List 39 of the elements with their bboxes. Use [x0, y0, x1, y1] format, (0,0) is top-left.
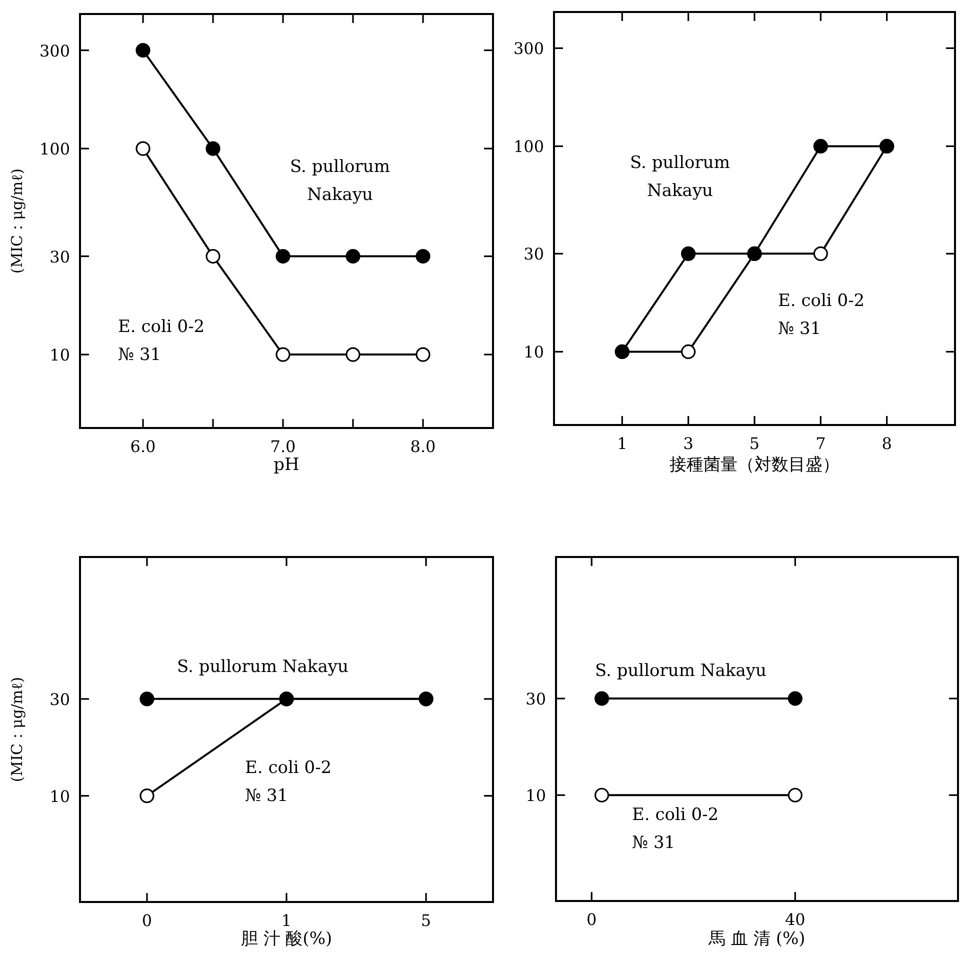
y-tick-label: 10 — [50, 786, 70, 806]
y-tick-label: 10 — [524, 342, 544, 362]
y-tick-label: 100 — [39, 140, 70, 159]
x-tick-label: 0 — [586, 910, 597, 929]
series-label: S. pullorum Nakayu — [595, 661, 766, 681]
y-tick-label: 30 — [50, 247, 70, 266]
x-axis-title: 馬 血 清 (%) — [708, 929, 806, 949]
y-tick-label: 30 — [524, 244, 544, 264]
x-tick-label: 8 — [882, 434, 892, 453]
y-tick-label: 100 — [513, 137, 544, 156]
text: S. pullorum Nakayu — [630, 153, 730, 201]
y-tick-label: 30 — [50, 690, 70, 709]
x-tick-label: 3 — [683, 434, 694, 453]
x-tick-label: 5 — [420, 911, 432, 930]
x-tick-label: 5 — [749, 434, 760, 453]
y-tick-label: 300 — [513, 39, 544, 58]
series-label: E. coli 0-2 № 31 — [632, 805, 719, 853]
y-tick-label: 10 — [50, 346, 70, 365]
x-axis-title: 胆 汁 酸(%) — [240, 929, 332, 949]
series-label: S. pullorum Nakayu — [177, 657, 348, 677]
text: E. coli 0-2 № 31 — [118, 317, 205, 365]
series-label: E. coli 0-2 № 31 — [245, 758, 332, 806]
y-tick-label: 300 — [39, 41, 70, 60]
y-tick-label: 30 — [526, 690, 546, 709]
x-tick-label: 1 — [281, 911, 292, 930]
x-tick-label: 40 — [784, 910, 806, 929]
y-axis-title: (MIC：μg/mℓ) — [8, 168, 26, 274]
x-tick-label: 7 — [816, 434, 826, 453]
x-axis-title: pH — [274, 455, 300, 475]
x-tick-label: 8.0 — [410, 437, 436, 456]
text: E. coli 0-2 № 31 — [778, 291, 865, 339]
x-tick-label: 7.0 — [270, 437, 296, 456]
y-tick-label: 10 — [526, 786, 546, 806]
y-axis-title: (MIC：μg/mℓ) — [8, 676, 26, 782]
x-axis-title: 接種菌量（対数目盛） — [670, 455, 840, 475]
series-label: S. pullorum Nakayu — [290, 157, 390, 205]
x-tick-label: 1 — [617, 434, 628, 453]
x-tick-label: 6.0 — [130, 437, 156, 456]
x-tick-label: 0 — [142, 911, 152, 930]
